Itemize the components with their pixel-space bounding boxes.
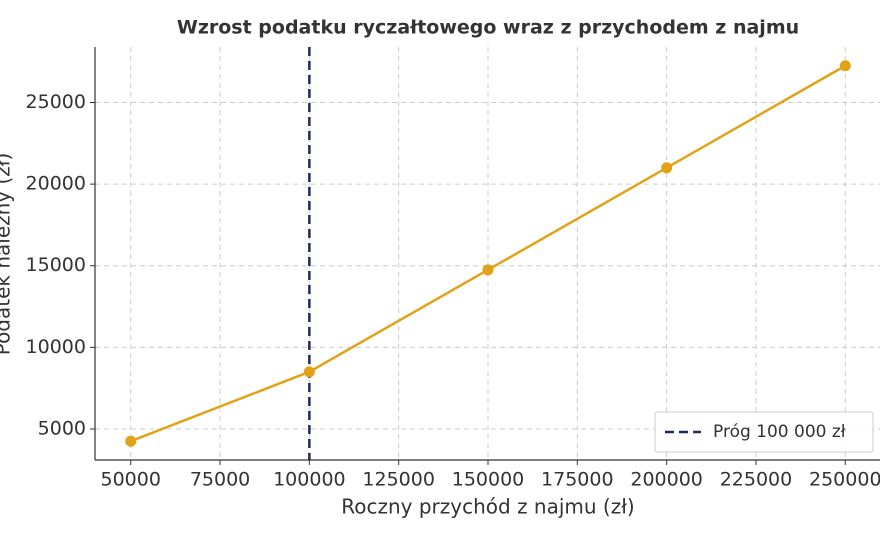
x-tick-label: 225000 (720, 469, 793, 491)
x-tick-label: 200000 (630, 469, 703, 491)
y-tick-label: 25000 (26, 91, 86, 113)
x-tick-label: 150000 (452, 469, 525, 491)
x-tick-label: 50000 (101, 469, 161, 491)
x-tick-label: 175000 (541, 469, 614, 491)
data-point (482, 264, 494, 276)
legend-box (654, 411, 874, 453)
x-tick-label: 100000 (273, 469, 346, 491)
x-tick-label: 125000 (362, 469, 435, 491)
y-tick-label: 5000 (38, 417, 86, 439)
chart-title: Wzrost podatku ryczałtowego wraz z przyc… (177, 17, 799, 39)
y-tick-label: 10000 (26, 336, 86, 358)
legend-label: Próg 100 000 zł (713, 422, 846, 442)
legend: Próg 100 000 zł (654, 411, 874, 453)
data-point (303, 366, 315, 378)
y-axis-label: Podatek należny (zł) (0, 153, 15, 356)
data-point (661, 162, 673, 174)
x-tick-label: 75000 (190, 469, 250, 491)
y-tick-label: 15000 (26, 254, 86, 276)
data-point (839, 60, 851, 72)
y-tick-label: 20000 (26, 173, 86, 195)
data-point (125, 435, 137, 447)
x-tick-label: 250000 (809, 469, 880, 491)
x-axis-label: Roczny przychód z najmu (zł) (341, 495, 634, 519)
